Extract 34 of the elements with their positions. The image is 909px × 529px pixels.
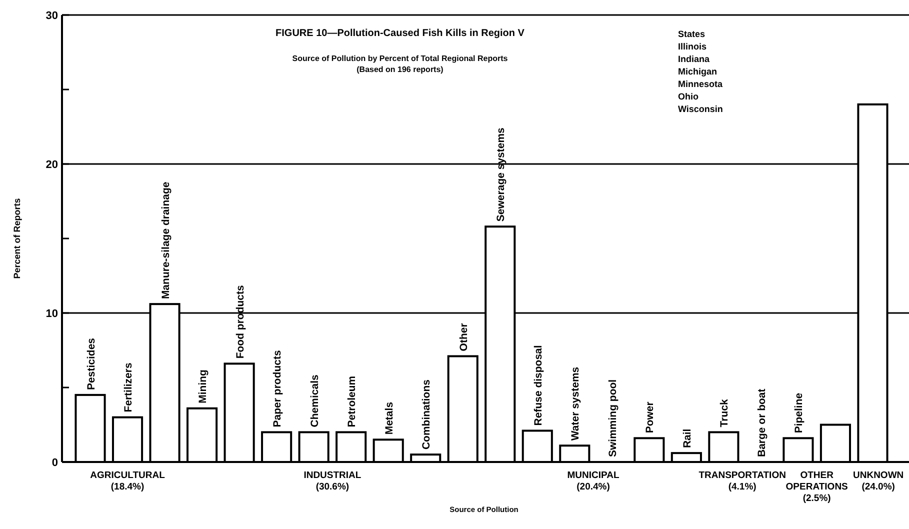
y-tick-label: 10 [46,308,58,320]
text: Source of Pollution by Percent of Total Regional Reports (Based on 196 reports) [292,54,508,74]
x-tick-label: Paper products [272,350,284,428]
x-tick-label: Rail [681,428,694,448]
y-tick-label: 30 [46,10,58,22]
x-tick-label: Refuse disposal [532,345,544,426]
x-tick-label: Pipeline [793,392,806,434]
x-tick-label: Petroleum [346,376,358,428]
x-tick-label: Combinations [420,379,433,450]
x-tick-label: Power [644,402,656,434]
x-tick-label: Chemicals [308,374,321,428]
x-tick-label: Swimming pool [606,379,619,457]
x-tick-label: Pesticides [85,338,98,390]
annotation: States Illinois Indiana Michigan Minnesota Ohio Wisconsin [678,29,724,114]
text: TRANSPORTATION (4.1%) [698,470,786,492]
text: MUNICIPAL (20.4%) [567,470,620,492]
x-tick-label: Metals [383,402,396,435]
y-axis-title: Percent of Reports [12,198,22,279]
x-tick-label: Barge or boat [756,388,768,457]
x-tick-label: Other [458,323,470,352]
text: FIGURE 10—Pollution-Caused Fish Kills in Region V [276,28,525,39]
text: UNKNOWN (24.0%) [852,470,904,492]
x-tick-label: Fertilizers [122,362,135,412]
x-tick-label: Sewerage systems [495,127,508,222]
text: OTHER OPERATIONS (2.5%) [786,470,848,504]
x-tick-label: Manure-silage drainage [160,182,172,300]
x-tick-label: Water systems [570,366,582,441]
y-tick-label: 20 [46,158,58,171]
x-tick-label: Food products [234,285,246,359]
text: INDUSTRIAL (30.6%) [304,470,362,492]
x-tick-label: Mining [197,370,210,404]
text: AGRICULTURAL (18.4%) [90,470,166,492]
y-tick-label: 0 [52,456,58,469]
x-tick-label: Truck [718,399,731,428]
